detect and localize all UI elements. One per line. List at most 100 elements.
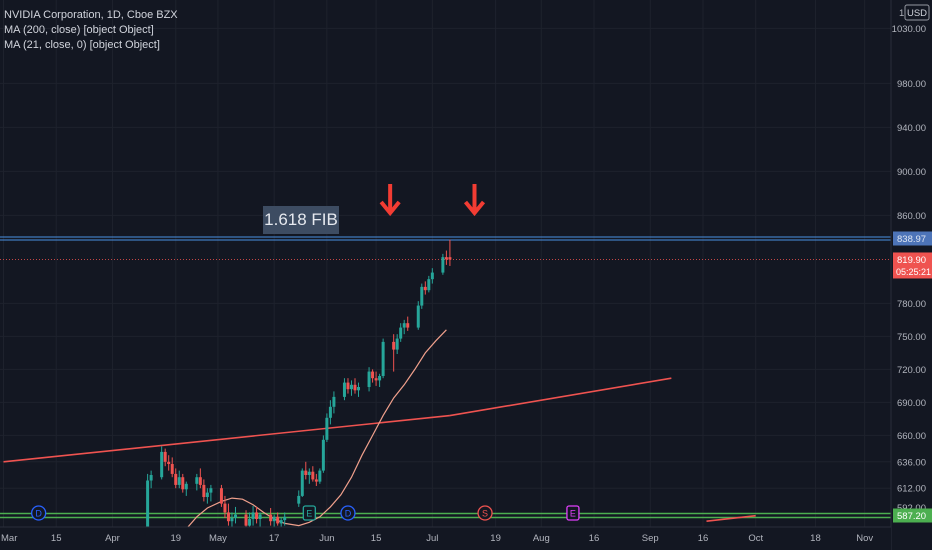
candle-54[interactable] [402, 319, 406, 335]
trend-line-1[interactable] [449, 377, 672, 417]
candle-51[interactable] [392, 334, 396, 372]
time-tick-label[interactable]: Nov [856, 533, 873, 544]
candle-3[interactable] [163, 448, 167, 467]
candle-22[interactable] [251, 505, 255, 526]
green-price-tag[interactable]: 587.20 [893, 508, 932, 523]
time-tick-label[interactable]: Aug [533, 533, 550, 544]
candle-62[interactable] [444, 250, 448, 265]
candle-24[interactable] [258, 512, 262, 529]
candle-1[interactable] [149, 470, 153, 489]
time-tick-label[interactable]: Jun [319, 533, 334, 544]
price-tick-label[interactable]: 660.00 [897, 431, 926, 442]
candle-23[interactable] [255, 506, 259, 524]
event-marker-e-1[interactable]: E [302, 505, 316, 521]
time-tick-label[interactable]: 19 [490, 533, 501, 544]
time-tick-label[interactable]: 19 [170, 533, 181, 544]
candle-56[interactable] [416, 301, 420, 330]
candle-53[interactable] [399, 323, 403, 342]
candle-35[interactable] [314, 473, 318, 487]
fib-annotation-label[interactable]: 1.618 FIB [263, 206, 339, 234]
candle-50[interactable] [381, 338, 385, 379]
price-tick-label[interactable]: 720.00 [897, 365, 926, 376]
price-tick-label[interactable]: 750.00 [897, 332, 926, 343]
price-tick-label[interactable]: 1030.00 [892, 24, 926, 35]
candle-2[interactable] [160, 446, 164, 480]
time-tick-label[interactable]: Sep [642, 533, 659, 544]
candle-61[interactable] [441, 253, 445, 275]
down-arrow-1[interactable] [463, 184, 486, 217]
candle-43[interactable] [349, 380, 353, 396]
price-tick-label[interactable]: 636.00 [897, 457, 926, 468]
candle-25[interactable] [269, 508, 273, 526]
candle-63[interactable] [448, 239, 452, 266]
legend-ma200[interactable]: MA (200, close) [object Object] [4, 24, 154, 36]
time-tick-label[interactable]: Mar [1, 533, 17, 544]
candle-29[interactable] [283, 512, 287, 526]
price-tick-label[interactable]: 780.00 [897, 299, 926, 310]
legend-ma21[interactable]: MA (21, close, 0) [object Object] [4, 39, 160, 51]
candle-41[interactable] [342, 378, 346, 401]
candle-49[interactable] [378, 373, 382, 387]
trend-line-2[interactable] [706, 514, 756, 523]
candle-44[interactable] [353, 378, 357, 394]
time-tick-label[interactable]: Oct [748, 533, 763, 544]
candle-9[interactable] [184, 481, 188, 496]
trend-line-0[interactable] [3, 414, 450, 463]
candle-33[interactable] [307, 468, 311, 484]
candle-39[interactable] [328, 400, 332, 425]
candle-8[interactable] [181, 473, 185, 493]
time-tick-label[interactable]: 16 [698, 533, 709, 544]
price-tick-label[interactable]: 612.00 [897, 484, 926, 495]
event-marker-d-0[interactable]: D [31, 505, 47, 521]
candle-48[interactable] [374, 371, 378, 386]
candle-30[interactable] [297, 490, 301, 507]
candle-7[interactable] [177, 470, 181, 489]
candle-38[interactable] [325, 413, 329, 443]
legend-title[interactable]: NVIDIA Corporation, 1D, Cboe BZX [4, 9, 178, 21]
candle-32[interactable] [304, 461, 308, 480]
candle-46[interactable] [367, 367, 371, 392]
candle-31[interactable] [300, 468, 304, 498]
event-marker-d-2[interactable]: D [340, 505, 356, 521]
candle-42[interactable] [346, 378, 350, 394]
candle-19[interactable] [233, 506, 237, 524]
candle-52[interactable] [395, 334, 399, 354]
candle-11[interactable] [198, 468, 202, 489]
candle-13[interactable] [205, 488, 209, 504]
candle-4[interactable] [167, 455, 171, 471]
candle-55[interactable] [406, 316, 410, 331]
candle-57[interactable] [420, 283, 424, 309]
candle-60[interactable] [430, 268, 434, 284]
candle-15[interactable] [219, 484, 223, 507]
price-tick-label[interactable]: 900.00 [897, 167, 926, 178]
candle-40[interactable] [332, 391, 336, 414]
candle-47[interactable] [371, 369, 375, 383]
candle-12[interactable] [202, 479, 206, 502]
time-tick-label[interactable]: May [209, 533, 227, 544]
currency-badge[interactable]: USD [904, 4, 930, 21]
candle-27[interactable] [276, 512, 280, 526]
candle-5[interactable] [170, 457, 174, 478]
candle-58[interactable] [423, 281, 427, 295]
candle-6[interactable] [174, 468, 178, 489]
time-tick-label[interactable]: 15 [51, 533, 62, 544]
candle-10[interactable] [195, 473, 199, 491]
price-tick-label[interactable]: 940.00 [897, 123, 926, 134]
time-tick-label[interactable]: 18 [810, 533, 821, 544]
candle-14[interactable] [209, 484, 213, 502]
candle-0[interactable] [146, 473, 150, 535]
event-marker-s-3[interactable]: S [477, 505, 493, 521]
event-marker-e-4[interactable]: E [566, 505, 580, 521]
candle-59[interactable] [427, 275, 431, 293]
candle-16[interactable] [223, 495, 227, 518]
price-tick-label[interactable]: 980.00 [897, 79, 926, 90]
candle-37[interactable] [321, 435, 325, 473]
time-tick-label[interactable]: Jul [426, 533, 438, 544]
time-tick-label[interactable]: Apr [105, 533, 120, 544]
price-tick-label[interactable]: 690.00 [897, 398, 926, 409]
price-tick-label[interactable]: 860.00 [897, 211, 926, 222]
ma21-line[interactable] [185, 329, 447, 530]
candle-17[interactable] [226, 503, 230, 526]
